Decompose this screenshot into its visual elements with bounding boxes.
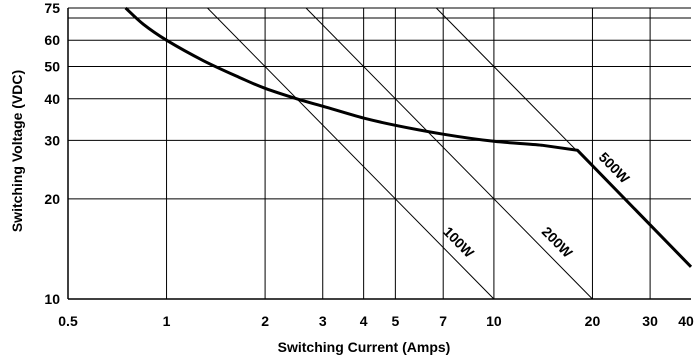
grid bbox=[68, 8, 691, 299]
power-line-label-500w: 500W bbox=[596, 149, 634, 187]
x-tick-label: 30 bbox=[642, 313, 658, 329]
x-tick-label: 5 bbox=[391, 313, 399, 329]
x-tick-label: 20 bbox=[585, 313, 601, 329]
x-tick-label: 1 bbox=[163, 313, 171, 329]
y-tick-label: 20 bbox=[44, 191, 60, 207]
x-tick-label: 0.5 bbox=[58, 313, 78, 329]
y-tick-label: 30 bbox=[44, 132, 60, 148]
x-tick-label: 3 bbox=[319, 313, 327, 329]
y-tick-label: 60 bbox=[44, 32, 60, 48]
plot-frame bbox=[67, 7, 691, 300]
tick-labels: 0.5 1 2 3 4 5 7 10 20 30 40 10 20 30 40 50 60 75 bbox=[44, 0, 694, 329]
y-tick-label: 75 bbox=[44, 0, 60, 16]
power-line-label-200w: 200W bbox=[539, 223, 577, 261]
x-tick-label: 7 bbox=[439, 313, 447, 329]
power-line-label-100w: 100W bbox=[440, 223, 478, 261]
power-line-100w bbox=[207, 7, 495, 300]
y-tick-label: 50 bbox=[44, 59, 60, 75]
x-tick-label: 2 bbox=[261, 313, 269, 329]
y-tick-label: 40 bbox=[44, 91, 60, 107]
power-lines: 100W 200W 500W bbox=[207, 7, 692, 300]
x-tick-label: 10 bbox=[486, 313, 502, 329]
rating-curve bbox=[124, 6, 693, 268]
y-axis-label: Switching Voltage (VDC) bbox=[9, 70, 25, 232]
power-line-200w bbox=[305, 7, 593, 300]
x-axis-label: Switching Current (Amps) bbox=[278, 339, 451, 355]
x-tick-label: 40 bbox=[678, 313, 694, 329]
series bbox=[124, 6, 693, 268]
x-tick-label: 4 bbox=[360, 313, 368, 329]
y-tick-label: 10 bbox=[44, 291, 60, 307]
